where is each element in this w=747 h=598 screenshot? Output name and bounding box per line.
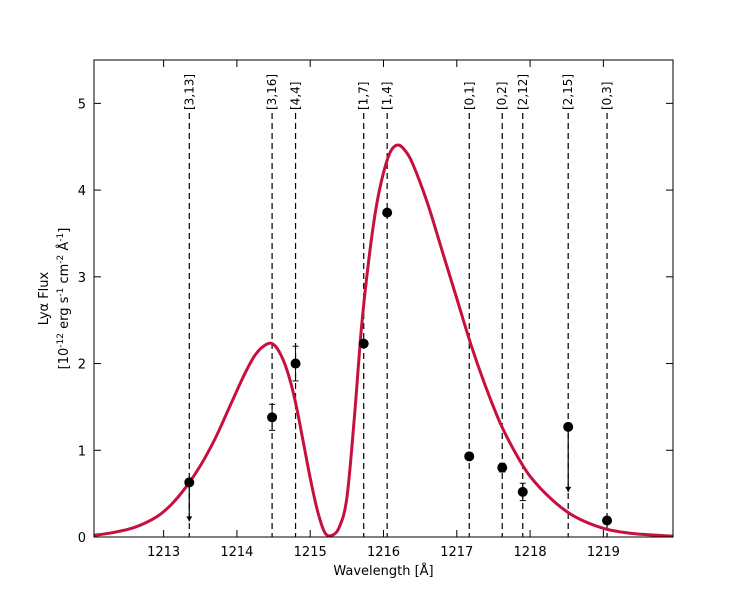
y-tick-label: 4 — [78, 184, 86, 199]
y-axis-label: Lyα Flux [10-12 erg s-1 cm-2 Å-1] — [37, 228, 72, 370]
x-axis-label: Wavelength [Å] — [333, 563, 433, 579]
transition-label: [4,4] — [289, 82, 303, 110]
model-curve — [93, 143, 674, 538]
transition-label: [1,4] — [380, 82, 394, 110]
transition-markers: [3,13] [3,16] [4,4] [1,7] [1,4] [0,1] [0,2] [2,… — [182, 74, 614, 537]
data-point — [602, 515, 613, 526]
transition-label: [0,2] — [495, 82, 509, 110]
y-axis-label-line1: Lyα Flux — [37, 271, 52, 325]
transition-label: [0,3] — [600, 82, 614, 110]
data-point — [358, 338, 369, 349]
data-point — [464, 451, 475, 462]
transition-label: [2,15] — [561, 74, 575, 110]
data-point — [517, 486, 528, 497]
x-tick-label: 1215 — [294, 545, 327, 560]
data-point — [184, 477, 195, 488]
data-point — [497, 462, 508, 473]
x-tick-label: 1218 — [514, 545, 547, 560]
x-tick-label: 1213 — [147, 545, 180, 560]
x-tick-label: 1219 — [587, 545, 620, 560]
y-tick-label: 1 — [78, 444, 86, 459]
x-axis-ticks: 1213 1214 1215 1216 1217 1218 1219 — [147, 60, 620, 560]
transition-label: [1,7] — [357, 82, 371, 110]
transition-label: [3,16] — [265, 74, 279, 110]
y-axis-ticks: 0 1 2 3 4 5 — [78, 97, 673, 546]
y-tick-label: 0 — [78, 531, 86, 546]
y-tick-label: 2 — [78, 358, 86, 373]
x-tick-label: 1214 — [220, 545, 253, 560]
data-point — [382, 207, 393, 218]
y-axis-label-units: [10-12 erg s-1 cm-2 Å-1] — [56, 228, 72, 370]
x-tick-label: 1216 — [367, 545, 400, 560]
model-layer — [93, 143, 674, 538]
upper-limit-arrow — [565, 486, 572, 492]
transition-label: [3,13] — [182, 74, 196, 110]
data-point — [267, 412, 278, 423]
data-point — [290, 358, 301, 369]
y-tick-label: 3 — [78, 271, 86, 286]
transition-label: [2,12] — [516, 74, 530, 110]
upper-limit-arrow — [186, 516, 193, 522]
x-tick-label: 1217 — [440, 545, 473, 560]
plot-frame — [93, 59, 674, 538]
data-point — [563, 421, 574, 432]
observed-points — [184, 207, 613, 526]
y-tick-label: 5 — [78, 97, 86, 112]
transition-label: [0,1] — [462, 82, 476, 110]
